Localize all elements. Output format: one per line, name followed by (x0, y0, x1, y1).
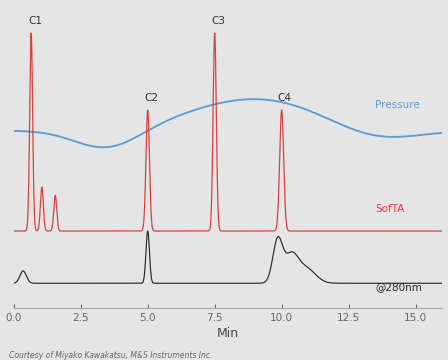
X-axis label: Min: Min (217, 327, 239, 340)
Text: C3: C3 (211, 16, 225, 26)
Text: C4: C4 (278, 93, 292, 103)
Text: C1: C1 (29, 16, 43, 26)
Text: Courtesy of Miyako Kawakatsu, M&S Instruments Inc.: Courtesy of Miyako Kawakatsu, M&S Instru… (9, 351, 212, 360)
Text: Pressure: Pressure (375, 100, 420, 109)
Text: SofTA: SofTA (375, 204, 405, 214)
Text: C2: C2 (145, 93, 159, 103)
Text: @280nm: @280nm (375, 282, 422, 292)
